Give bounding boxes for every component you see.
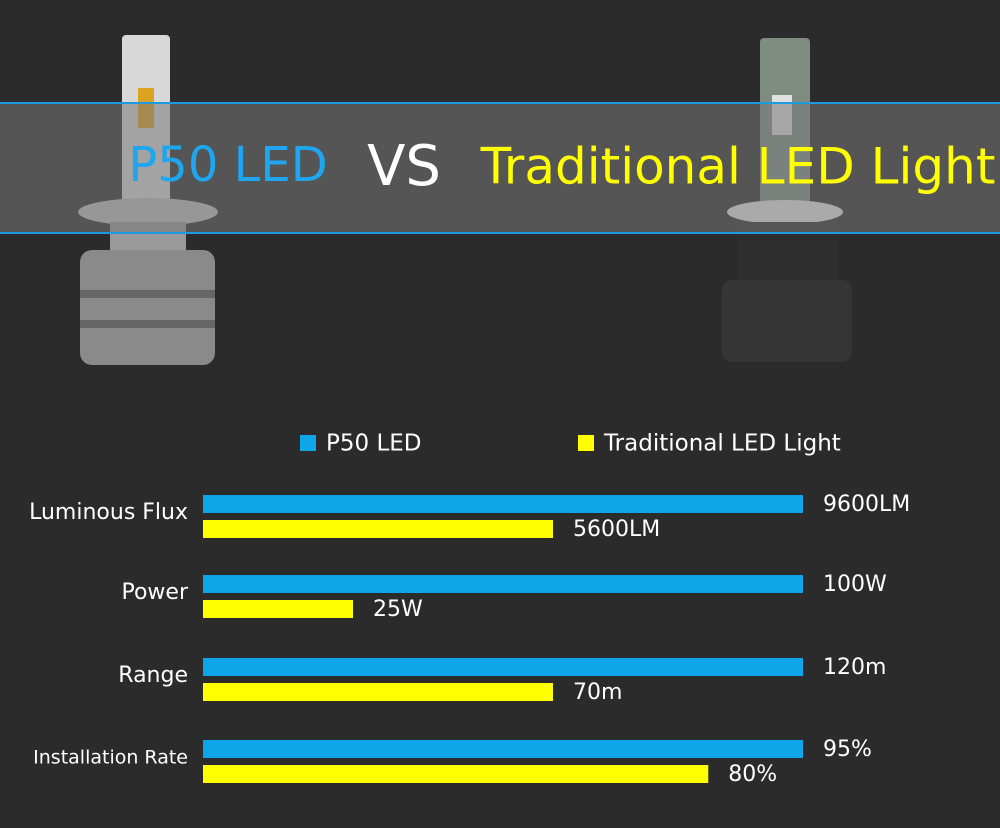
value-label: 5600LM [573,517,660,542]
category-label: Range [118,663,188,688]
legend-label: P50 LED [326,431,422,457]
value-label: 70m [573,680,622,705]
header-band [0,103,1000,233]
legend-swatch [578,435,594,451]
value-label: 80% [728,762,777,787]
value-label: 9600LM [823,492,910,517]
bar [203,740,803,758]
value-label: 100W [823,572,887,597]
bar [203,658,803,676]
legend-label: Traditional LED Light [603,431,841,457]
bar [203,600,353,618]
category-label: Power [121,580,188,605]
category-label: Luminous Flux [29,500,188,525]
value-label: 95% [823,737,872,762]
header-right: Traditional LED Light [480,138,996,196]
legend-swatch [300,435,316,451]
bar [203,495,803,513]
header-left: P50 LED [128,137,327,193]
bar [203,683,553,701]
value-label: 25W [373,597,423,622]
bar [203,520,553,538]
category-label: Installation Rate [33,747,188,769]
value-label: 120m [823,655,886,680]
bar [203,765,709,783]
bar [203,575,803,593]
header-vs: VS [367,134,441,199]
